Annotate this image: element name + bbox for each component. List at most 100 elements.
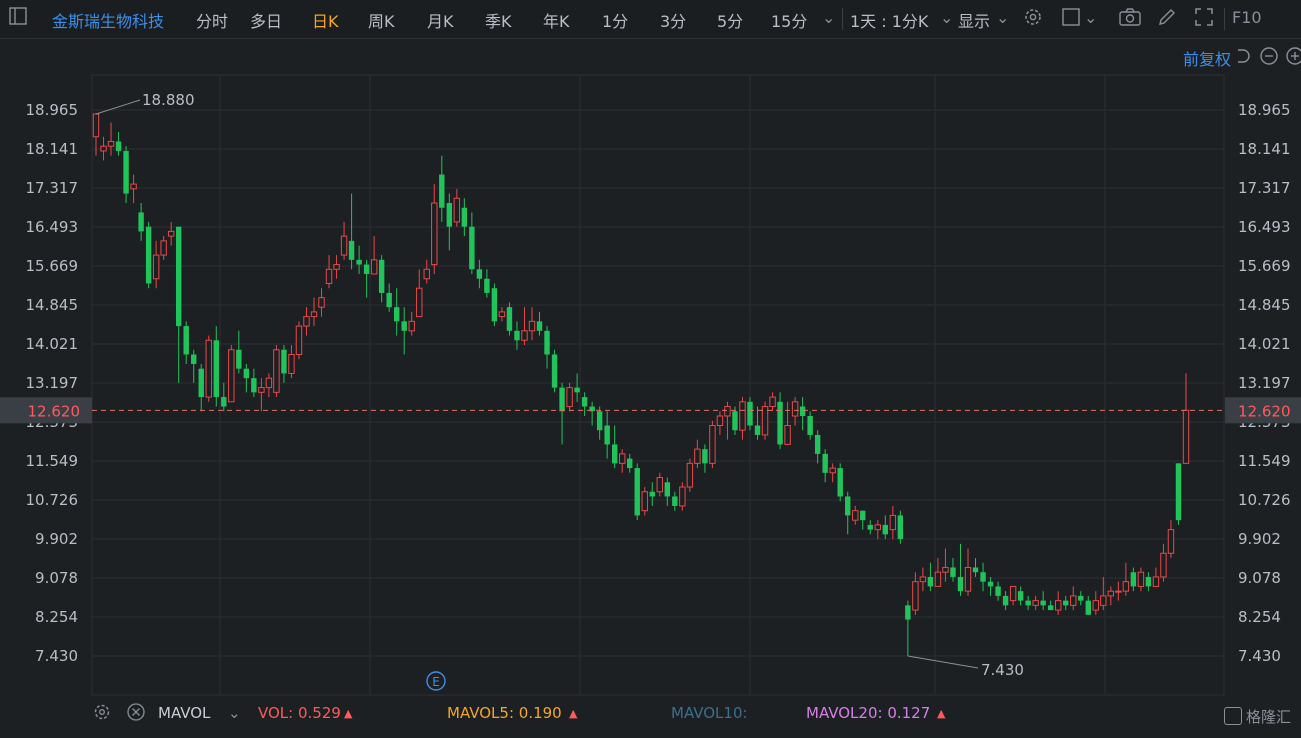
candle-body (303, 316, 310, 327)
candle-body (656, 477, 663, 493)
price-axis-right-tick: 9.078 (1238, 569, 1281, 587)
candle-body (446, 203, 453, 227)
candle-body (754, 425, 761, 435)
price-axis-left-tick: 9.902 (35, 530, 78, 548)
divider (1224, 8, 1225, 30)
candle-body (619, 453, 626, 464)
tab-3min[interactable]: 3分 (660, 12, 687, 31)
price-axis-left-tick: 14.021 (26, 335, 79, 353)
tab-weekly-k[interactable]: 周K (368, 12, 395, 31)
indicator-chevron-down-icon[interactable]: ⌄ (228, 704, 241, 722)
current-price-tag-right: 12.620 (1238, 402, 1291, 420)
candlestick-chart[interactable]: 18.965 18.965 18.141 18.141 17.317 17.317 16.4… (0, 39, 1301, 699)
candle-body (882, 524, 889, 535)
tab-monthly-k[interactable]: 月K (427, 12, 454, 31)
candle-body (506, 307, 513, 331)
price-axis-left-tick: 8.254 (35, 608, 78, 626)
mavol20-value: MAVOL20: 0.127 (806, 704, 931, 722)
display-chevron-down-icon[interactable]: ⌄ (996, 8, 1010, 27)
zoom-in-icon[interactable] (1285, 46, 1301, 70)
tab-yearly-k[interactable]: 年K (543, 12, 570, 31)
candle-body (761, 406, 769, 436)
tab-daily-k[interactable]: 日K (312, 12, 339, 31)
candle-body (972, 567, 979, 573)
candle-body (378, 259, 385, 293)
tab-5min[interactable]: 5分 (717, 12, 744, 31)
display-select[interactable]: 显示 (958, 12, 991, 31)
candle-body (130, 183, 137, 190)
tab-quarterly-k[interactable]: 季K (485, 12, 512, 31)
candle-body (431, 202, 438, 266)
candle-body (514, 330, 520, 341)
candle-body (814, 434, 821, 454)
candle-body (258, 387, 265, 393)
candle-body (160, 240, 167, 256)
reset-icon[interactable] (1233, 46, 1253, 70)
zoom-out-icon[interactable] (1259, 46, 1279, 70)
candle-body (589, 406, 595, 412)
pencil-icon[interactable] (1156, 6, 1178, 33)
layout-chevron-down-icon[interactable]: ⌄ (1084, 8, 1098, 27)
candle-body (356, 259, 362, 265)
candle-body (251, 378, 257, 393)
price-axis-left-tick: 9.078 (35, 569, 78, 587)
fullscreen-icon[interactable] (1193, 6, 1215, 33)
candle-body (273, 349, 280, 393)
tab-intraday[interactable]: 分时 (196, 12, 229, 31)
candle-body (649, 491, 655, 497)
candle-body (236, 349, 242, 369)
price-axis-left-tick: 11.549 (26, 452, 79, 470)
max-annotation-line (95, 99, 141, 115)
camera-icon[interactable] (1118, 6, 1142, 33)
price-axis-left-tick: 14.845 (26, 296, 79, 314)
candle-body (228, 349, 235, 403)
candle-body (980, 572, 986, 582)
candle-body (1055, 600, 1062, 611)
price-axis-right-tick: 15.669 (1238, 257, 1291, 275)
tab-15min[interactable]: 15分 (771, 12, 808, 31)
price-axis-left-tick: 18.141 (26, 140, 79, 158)
candle-body (221, 397, 227, 407)
candle-body (1092, 600, 1099, 611)
indicator-settings-gear-icon[interactable] (92, 702, 112, 726)
sidebar-toggle-icon[interactable] (8, 6, 28, 31)
layout-square-icon[interactable] (1060, 6, 1082, 33)
period-select[interactable]: 1天 : 1分K (850, 12, 929, 31)
candle-body (1175, 463, 1182, 521)
candle-body (1160, 552, 1167, 578)
candle-body (919, 576, 927, 583)
candle-body (672, 496, 678, 506)
period-chevron-down-icon[interactable]: ⌄ (940, 8, 954, 27)
candle-body (423, 268, 430, 280)
candle-body (1167, 529, 1175, 554)
price-axis-right-tick: 7.430 (1238, 647, 1281, 665)
candle-body (627, 458, 633, 469)
candle-body (604, 425, 610, 445)
candle-body (536, 321, 543, 331)
price-axis-right-tick: 14.021 (1238, 335, 1291, 353)
adjust-mode-button[interactable]: 前复权 (1182, 50, 1231, 69)
min-price-label: 7.430 (981, 661, 1024, 679)
candle-body (453, 197, 461, 223)
candle-body (243, 368, 250, 379)
tab-1min[interactable]: 1分 (602, 12, 629, 31)
candle-body (370, 259, 378, 275)
price-axis-right-tick: 13.197 (1238, 374, 1291, 392)
stock-name[interactable]: 金斯瑞生物科技 (52, 12, 165, 31)
candle-body (709, 424, 716, 464)
more-periods-dropdown-icon[interactable]: ⌄ (822, 8, 836, 27)
f10-button[interactable]: F10 (1232, 8, 1262, 27)
settings-gear-icon[interactable] (1022, 6, 1044, 33)
candle-body (310, 311, 318, 318)
event-marker-icon (426, 671, 446, 691)
candle-body (416, 287, 423, 318)
candle-body (1152, 576, 1160, 587)
indicator-name[interactable]: MAVOL (158, 704, 211, 722)
candle-body (484, 278, 490, 293)
indicator-close-icon[interactable] (126, 702, 146, 726)
tab-multiday[interactable]: 多日 (250, 12, 283, 31)
candle-body (897, 515, 904, 540)
candle-body (927, 576, 934, 587)
candle-body (469, 226, 475, 270)
plot-frame (91, 74, 1225, 696)
